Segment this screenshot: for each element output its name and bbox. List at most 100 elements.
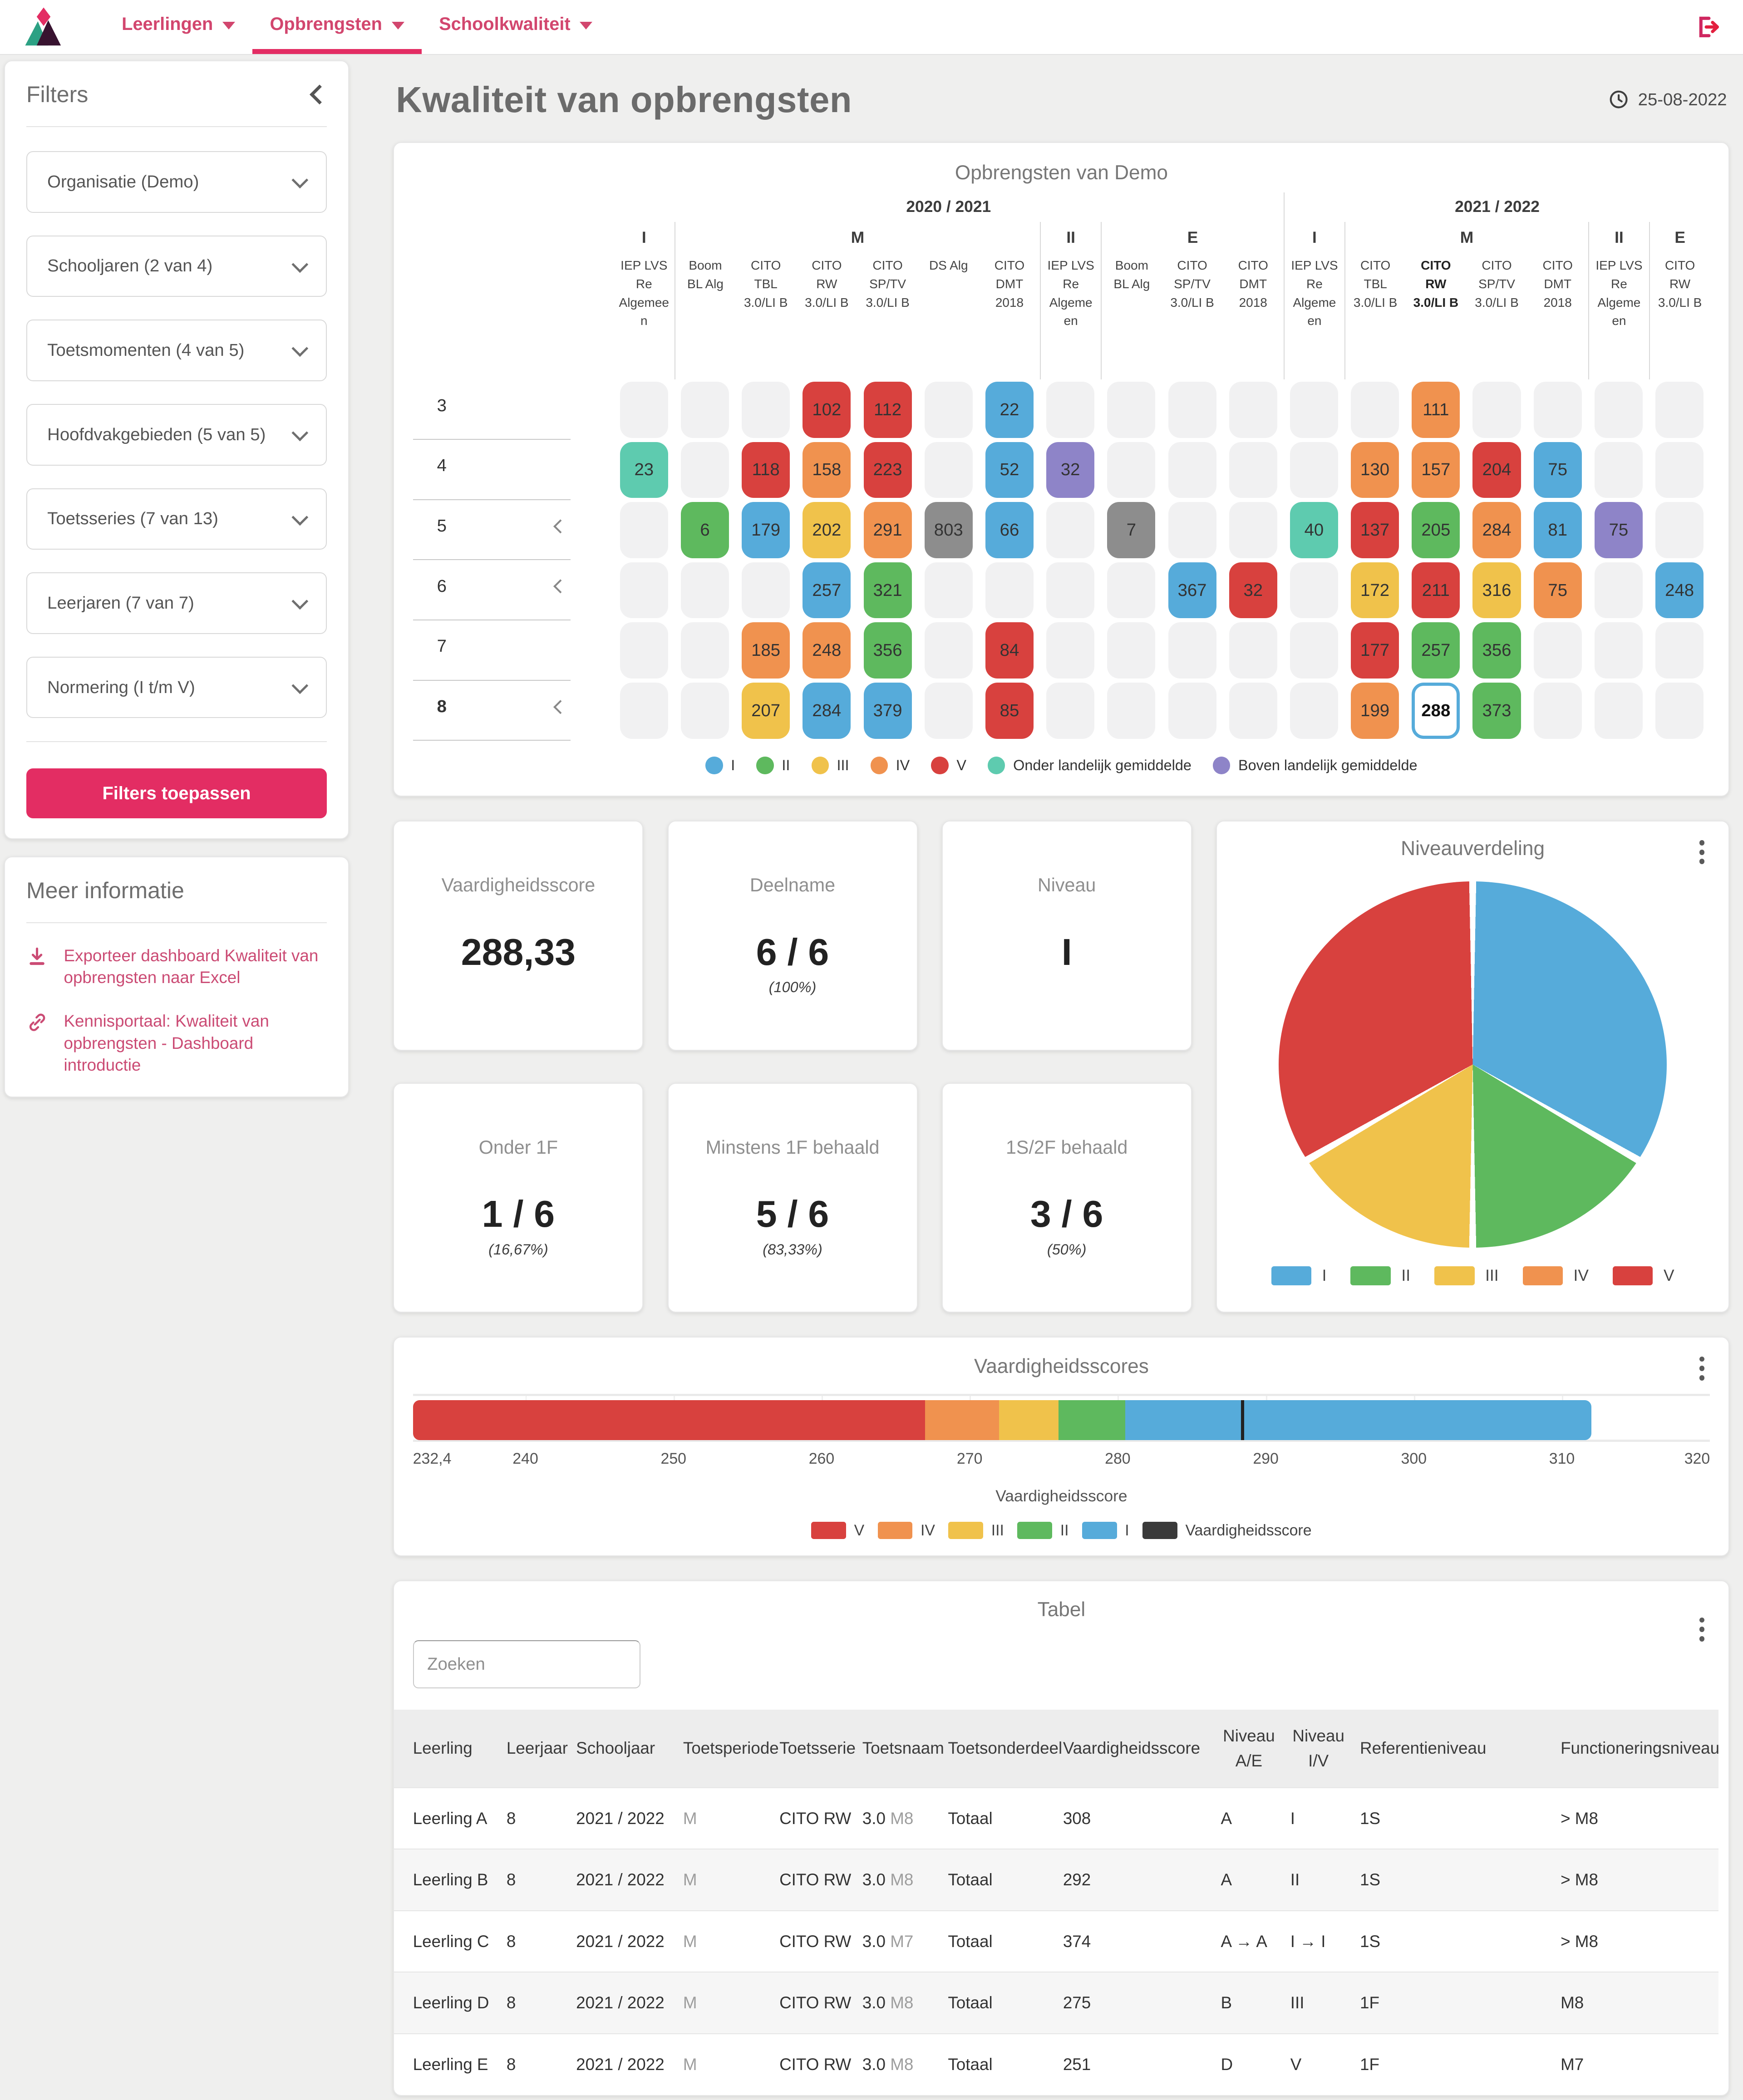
matrix-cell[interactable] [924, 442, 973, 498]
matrix-cell[interactable] [680, 562, 729, 619]
matrix-cell-8-2[interactable]: 207 [742, 682, 790, 739]
filter-dropdown-4[interactable]: Hoofdvakgebieden (5 van 5) [26, 404, 327, 466]
matrix-cell[interactable] [620, 381, 668, 438]
matrix-cell-8-4[interactable]: 379 [863, 682, 912, 739]
info-link-1[interactable]: Exporteer dashboard Kwaliteit van opbren… [26, 945, 327, 989]
matrix-cell-4-0[interactable]: 23 [620, 442, 668, 498]
matrix-cell[interactable] [1290, 381, 1338, 438]
matrix-cell[interactable] [1046, 562, 1095, 619]
matrix-cell[interactable] [1046, 502, 1095, 558]
matrix-cell[interactable] [1594, 442, 1643, 498]
filter-dropdown-2[interactable]: Schooljaren (2 van 4) [26, 235, 327, 297]
matrix-cell[interactable] [620, 562, 668, 619]
matrix-cell-6-4[interactable]: 321 [863, 562, 912, 619]
matrix-cell[interactable] [1655, 622, 1704, 679]
matrix-cell-5-8[interactable]: 7 [1107, 502, 1156, 558]
table-row-1[interactable]: Leerling A 8 2021 / 2022 M CITO RW 3.0 M8 Tota… [394, 1787, 1718, 1849]
matrix-cell-6-12[interactable]: 172 [1351, 562, 1399, 619]
matrix-cell[interactable] [1655, 682, 1704, 739]
matrix-cell-5-11[interactable]: 40 [1290, 502, 1338, 558]
matrix-cell[interactable] [1229, 622, 1277, 679]
matrix-cell[interactable] [1290, 682, 1338, 739]
matrix-cell-4-15[interactable]: 75 [1533, 442, 1582, 498]
matrix-cell-6-13[interactable]: 211 [1412, 562, 1460, 619]
matrix-cell-3-4[interactable]: 112 [863, 381, 912, 438]
filter-dropdown-1[interactable]: Organisatie (Demo) [26, 151, 327, 213]
matrix-cell-6-9[interactable]: 367 [1168, 562, 1216, 619]
chevron-left-icon[interactable] [553, 519, 568, 533]
matrix-cell[interactable] [1168, 442, 1216, 498]
matrix-cell[interactable] [1533, 682, 1582, 739]
matrix-cell[interactable] [1229, 442, 1277, 498]
matrix-cell-3-3[interactable]: 102 [803, 381, 851, 438]
matrix-cell-5-2[interactable]: 179 [742, 502, 790, 558]
matrix-cell[interactable] [1594, 682, 1643, 739]
matrix-cell[interactable] [680, 682, 729, 739]
matrix-cell[interactable] [924, 562, 973, 619]
matrix-cell-7-6[interactable]: 84 [985, 622, 1034, 679]
matrix-cell[interactable] [1168, 622, 1216, 679]
matrix-cell-4-14[interactable]: 204 [1472, 442, 1521, 498]
matrix-cell[interactable] [1229, 502, 1277, 558]
matrix-cell[interactable] [1533, 381, 1582, 438]
table-row-2[interactable]: Leerling B 8 2021 / 2022 M CITO RW 3.0 M8 Tota… [394, 1849, 1718, 1910]
matrix-cell[interactable] [1107, 682, 1156, 739]
matrix-cell[interactable] [1655, 442, 1704, 498]
matrix-cell[interactable] [1290, 562, 1338, 619]
matrix-cell[interactable] [1594, 381, 1643, 438]
matrix-cell-7-2[interactable]: 185 [742, 622, 790, 679]
matrix-cell-3-13[interactable]: 111 [1412, 381, 1460, 438]
matrix-cell-4-4[interactable]: 223 [863, 442, 912, 498]
matrix-cell[interactable] [1107, 442, 1156, 498]
table-row-4[interactable]: Leerling D 8 2021 / 2022 M CITO RW 3.0 M8 Tota… [394, 1972, 1718, 2033]
kebab-menu-icon[interactable] [1694, 835, 1710, 870]
search-input[interactable] [413, 1640, 640, 1688]
matrix-cell[interactable] [742, 562, 790, 619]
matrix-cell[interactable] [620, 622, 668, 679]
matrix-cell-4-3[interactable]: 158 [803, 442, 851, 498]
matrix-cell-4-6[interactable]: 52 [985, 442, 1034, 498]
matrix-cell-4-2[interactable]: 118 [742, 442, 790, 498]
matrix-cell-4-13[interactable]: 157 [1412, 442, 1460, 498]
matrix-cell[interactable] [680, 442, 729, 498]
kebab-menu-icon[interactable] [1694, 1351, 1710, 1386]
matrix-cell-7-12[interactable]: 177 [1351, 622, 1399, 679]
matrix-cell-5-16[interactable]: 75 [1594, 502, 1643, 558]
matrix-cell-4-7[interactable]: 32 [1046, 442, 1095, 498]
matrix-cell[interactable] [1655, 381, 1704, 438]
matrix-cell-7-13[interactable]: 257 [1412, 622, 1460, 679]
matrix-cell-4-12[interactable]: 130 [1351, 442, 1399, 498]
matrix-cell[interactable] [1168, 682, 1216, 739]
nav-item-schoolkwaliteit[interactable]: Schoolkwaliteit [422, 0, 610, 54]
logout-button[interactable] [1695, 0, 1722, 54]
matrix-cell[interactable] [1290, 442, 1338, 498]
matrix-cell[interactable] [1229, 381, 1277, 438]
matrix-cell[interactable] [1107, 381, 1156, 438]
matrix-cell-8-14[interactable]: 373 [1472, 682, 1521, 739]
matrix-cell[interactable] [1168, 381, 1216, 438]
matrix-cell-8-6[interactable]: 85 [985, 682, 1034, 739]
matrix-cell-5-5[interactable]: 803 [924, 502, 973, 558]
matrix-cell[interactable] [1168, 502, 1216, 558]
matrix-cell[interactable] [1107, 562, 1156, 619]
matrix-cell[interactable] [680, 622, 729, 679]
matrix-cell-6-3[interactable]: 257 [803, 562, 851, 619]
matrix-cell-6-14[interactable]: 316 [1472, 562, 1521, 619]
chevron-left-icon[interactable] [553, 579, 568, 594]
nav-item-leerlingen[interactable]: Leerlingen [104, 0, 252, 54]
info-link-2[interactable]: Kennisportaal: Kwaliteit van opbrengsten… [26, 1010, 327, 1077]
app-logo[interactable] [16, 0, 67, 54]
matrix-cell-6-10[interactable]: 32 [1229, 562, 1277, 619]
matrix-cell[interactable] [620, 502, 668, 558]
matrix-cell[interactable] [1046, 622, 1095, 679]
matrix-cell-5-1[interactable]: 6 [680, 502, 729, 558]
matrix-cell[interactable] [1594, 562, 1643, 619]
matrix-cell[interactable] [924, 682, 973, 739]
matrix-cell-7-14[interactable]: 356 [1472, 622, 1521, 679]
matrix-cell-7-3[interactable]: 248 [803, 622, 851, 679]
collapse-sidebar-icon[interactable] [310, 84, 330, 104]
matrix-cell-5-3[interactable]: 202 [803, 502, 851, 558]
matrix-cell[interactable] [1594, 622, 1643, 679]
matrix-cell-8-3[interactable]: 284 [803, 682, 851, 739]
table-row-5[interactable]: Leerling E 8 2021 / 2022 M CITO RW 3.0 M8 Tota… [394, 2033, 1718, 2095]
